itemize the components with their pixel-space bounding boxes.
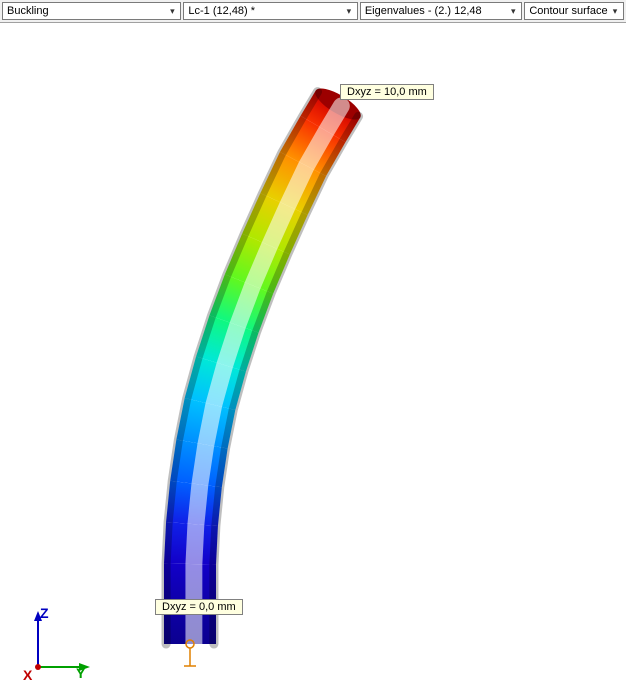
chevron-down-icon: ▾ <box>507 7 519 16</box>
axis-y-label: Y <box>76 665 85 681</box>
combo-label: Buckling <box>7 5 49 17</box>
axis-triad: Z Y X <box>18 607 98 687</box>
annotation-min: Dxyz = 0,0 mm <box>155 599 243 615</box>
chevron-down-icon: ▾ <box>166 7 178 16</box>
annotation-text: Dxyz = 0,0 mm <box>162 601 236 613</box>
chevron-down-icon: ▾ <box>343 7 355 16</box>
loadcase-combo[interactable]: Lc-1 (12,48) * ▾ <box>183 2 357 20</box>
annotation-text: Dxyz = 10,0 mm <box>347 86 427 98</box>
viewport[interactable]: Dxyz = 10,0 mm Dxyz = 0,0 mm Z Y X <box>0 24 626 697</box>
combo-label: Eigenvalues - (2.) 12,48 <box>365 5 482 17</box>
render-mode-combo[interactable]: Contour surface ▾ <box>524 2 624 20</box>
contour-plot <box>0 24 626 697</box>
analysis-type-combo[interactable]: Buckling ▾ <box>2 2 181 20</box>
eigenvalue-combo[interactable]: Eigenvalues - (2.) 12,48 ▾ <box>360 2 522 20</box>
annotation-max: Dxyz = 10,0 mm <box>340 84 434 100</box>
axis-z-label: Z <box>40 605 49 621</box>
axis-x-label: X <box>23 667 32 683</box>
toolbar: Buckling ▾ Lc-1 (12,48) * ▾ Eigenvalues … <box>0 0 626 23</box>
combo-label: Lc-1 (12,48) * <box>188 5 255 17</box>
chevron-down-icon: ▾ <box>609 7 621 16</box>
combo-label: Contour surface <box>529 5 607 17</box>
